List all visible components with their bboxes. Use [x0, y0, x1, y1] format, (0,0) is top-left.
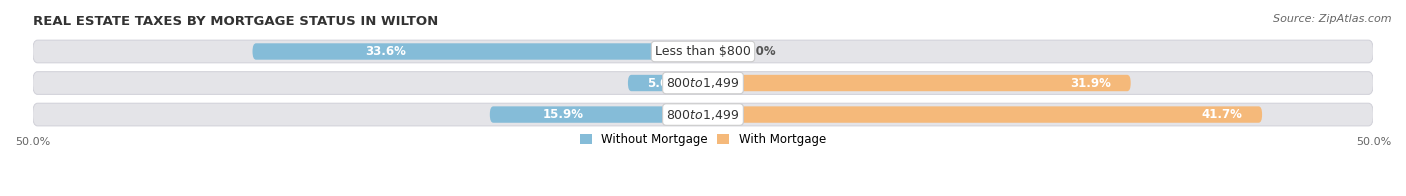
FancyBboxPatch shape — [253, 43, 703, 60]
FancyBboxPatch shape — [32, 40, 1374, 63]
FancyBboxPatch shape — [703, 106, 1263, 123]
Legend: Without Mortgage, With Mortgage: Without Mortgage, With Mortgage — [575, 128, 831, 151]
FancyBboxPatch shape — [628, 75, 703, 91]
FancyBboxPatch shape — [32, 103, 1374, 126]
FancyBboxPatch shape — [489, 106, 703, 123]
FancyBboxPatch shape — [703, 75, 1130, 91]
Text: 41.7%: 41.7% — [1201, 108, 1241, 121]
Text: 5.6%: 5.6% — [647, 76, 679, 90]
Text: 31.9%: 31.9% — [1070, 76, 1111, 90]
Text: REAL ESTATE TAXES BY MORTGAGE STATUS IN WILTON: REAL ESTATE TAXES BY MORTGAGE STATUS IN … — [32, 15, 437, 28]
Text: 33.6%: 33.6% — [366, 45, 406, 58]
Text: Source: ZipAtlas.com: Source: ZipAtlas.com — [1274, 14, 1392, 24]
Text: Less than $800: Less than $800 — [655, 45, 751, 58]
Text: 15.9%: 15.9% — [543, 108, 583, 121]
Text: $800 to $1,499: $800 to $1,499 — [666, 76, 740, 90]
FancyBboxPatch shape — [32, 72, 1374, 94]
Text: $800 to $1,499: $800 to $1,499 — [666, 108, 740, 122]
Text: 0.0%: 0.0% — [744, 45, 776, 58]
